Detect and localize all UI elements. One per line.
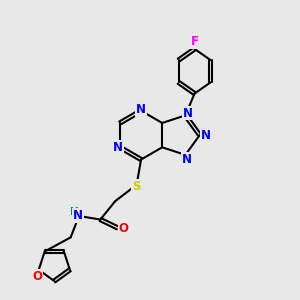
Text: O: O [118, 222, 128, 235]
Text: F: F [190, 35, 199, 48]
Text: S: S [132, 180, 141, 193]
Text: N: N [201, 129, 211, 142]
Text: N: N [73, 209, 83, 222]
Text: O: O [32, 270, 42, 283]
Text: N: N [183, 106, 193, 119]
Text: N: N [112, 141, 123, 154]
Text: N: N [182, 153, 192, 166]
Text: N: N [136, 103, 146, 116]
Text: H: H [70, 207, 79, 217]
